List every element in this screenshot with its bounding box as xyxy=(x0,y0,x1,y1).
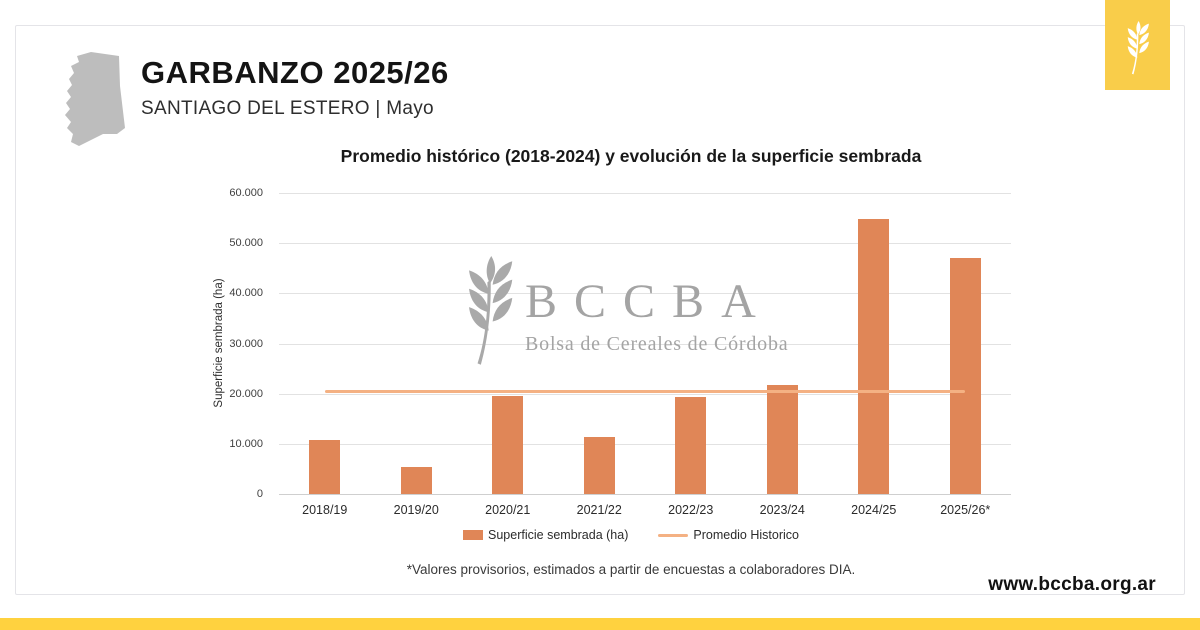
x-tick-label: 2025/26* xyxy=(940,503,991,517)
x-tick-label: 2022/23 xyxy=(668,503,714,517)
gridline xyxy=(279,393,1011,395)
x-tick-label: 2024/25 xyxy=(851,503,897,517)
y-tick-label: 60.000 xyxy=(229,187,263,199)
santiago-del-estero-map-icon xyxy=(65,52,125,146)
legend-bar-label: Superficie sembrada (ha) xyxy=(488,528,629,542)
legend-item-bars: Superficie sembrada (ha) xyxy=(463,528,628,542)
x-axis-labels: 2018/19 2019/20 2020/21 2021/22 2022/23 2023/… xyxy=(279,503,1011,523)
brand-square xyxy=(1105,0,1170,90)
gridline xyxy=(279,494,1011,495)
gridline xyxy=(279,443,1011,445)
website-url: www.bccba.org.ar xyxy=(988,574,1156,595)
bccba-watermark: BCCBA Bolsa de Cereales de Córdoba xyxy=(461,256,788,366)
wheat-branch-icon xyxy=(461,256,519,366)
bar-2025/26* xyxy=(949,258,981,494)
chart-legend: Superficie sembrada (ha) Promedio Histor… xyxy=(256,528,1006,542)
gridline xyxy=(279,243,1011,245)
bar-2024/25 xyxy=(858,219,890,494)
legend-line-swatch xyxy=(658,533,689,537)
report-card: GARBANZO 2025/26 SANTIAGO DEL ESTERO | M… xyxy=(15,25,1185,595)
promedio-historico-line xyxy=(324,390,966,394)
bar-2022/23 xyxy=(675,397,707,494)
plot-area: BCCBA Bolsa de Cereales de Córdoba xyxy=(279,193,1011,495)
chart-title: Promedio histórico (2018-2024) y evoluci… xyxy=(340,146,922,166)
bar-2019/20 xyxy=(400,466,432,494)
wheat-icon xyxy=(1123,21,1153,75)
bar-2018/19 xyxy=(309,440,341,494)
gridline xyxy=(279,293,1011,295)
x-tick-label: 2023/24 xyxy=(759,503,805,517)
legend-line-label: Promedio Historico xyxy=(693,528,799,542)
bar-2023/24 xyxy=(766,385,798,494)
legend-item-line: Promedio Historico xyxy=(658,528,799,542)
x-tick-label: 2021/22 xyxy=(576,503,622,517)
gridline xyxy=(279,193,1011,194)
y-axis: 0 10.000 20.000 30.000 40.000 50.000 60.000 xyxy=(186,187,271,500)
page-subtitle: SANTIAGO DEL ESTERO | Mayo xyxy=(141,98,434,119)
bottom-accent-bar xyxy=(0,618,1200,630)
x-tick-label: 2019/20 xyxy=(393,503,439,517)
x-tick-label: 2020/21 xyxy=(485,503,531,517)
watermark-acronym: BCCBA xyxy=(525,275,773,328)
y-tick-label: 30.000 xyxy=(229,337,263,350)
bar-2020/21 xyxy=(492,395,524,494)
watermark-text: BCCBA Bolsa de Cereales de Córdoba xyxy=(525,256,788,356)
y-tick-label: 10.000 xyxy=(229,437,263,450)
bar-2021/22 xyxy=(583,437,615,494)
watermark-org-name: Bolsa de Cereales de Córdoba xyxy=(525,333,789,355)
legend-bar-swatch xyxy=(463,530,484,540)
y-tick-label: 0 xyxy=(256,488,263,500)
page-title: GARBANZO 2025/26 xyxy=(141,55,449,90)
y-tick-label: 20.000 xyxy=(229,387,263,400)
gridline xyxy=(279,343,1011,345)
y-tick-label: 40.000 xyxy=(229,287,263,300)
y-tick-label: 50.000 xyxy=(229,237,263,250)
footnote: *Valores provisorios, estimados a partir… xyxy=(406,562,856,577)
x-tick-label: 2018/19 xyxy=(302,503,348,517)
